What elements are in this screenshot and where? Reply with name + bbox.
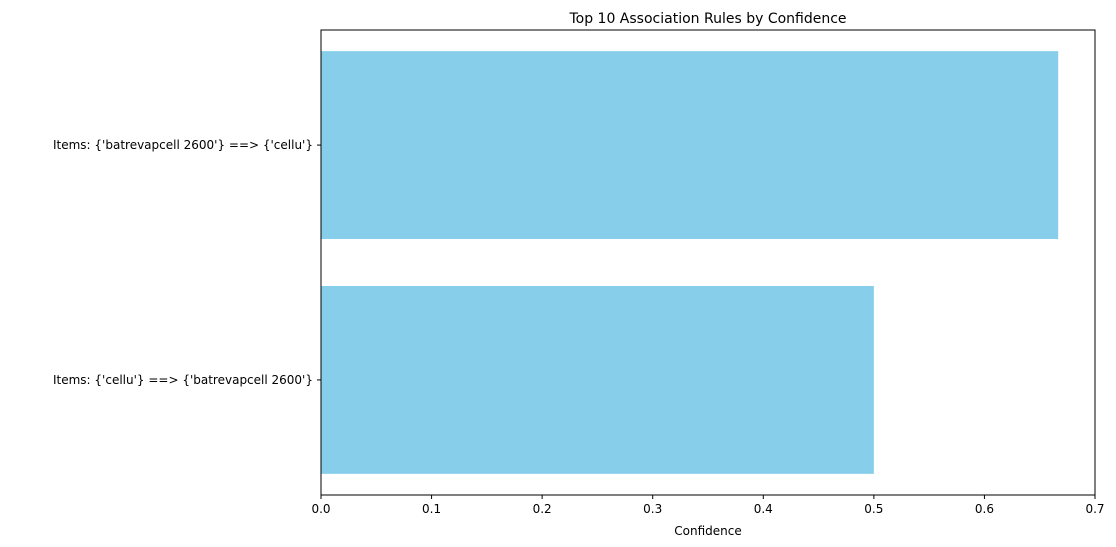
y-tick-label: Items: {'cellu'} ==> {'batrevapcell 2600…	[53, 373, 313, 387]
x-tick-label: 0.0	[311, 502, 330, 516]
x-tick-label: 0.7	[1085, 502, 1104, 516]
bars-group	[321, 51, 1059, 474]
bar	[321, 285, 874, 474]
x-axis-label: Confidence	[674, 524, 741, 538]
x-tick-label: 0.1	[422, 502, 441, 516]
x-tick-label: 0.2	[533, 502, 552, 516]
x-tick-label: 0.4	[754, 502, 773, 516]
chart-title: Top 10 Association Rules by Confidence	[568, 11, 846, 27]
y-ticks-group: Items: {'batrevapcell 2600'} ==> {'cellu…	[53, 138, 321, 387]
bar	[321, 51, 1059, 240]
x-tick-label: 0.5	[864, 502, 883, 516]
x-tick-label: 0.6	[975, 502, 994, 516]
plot-frame	[320, 29, 1096, 496]
y-tick-label: Items: {'batrevapcell 2600'} ==> {'cellu…	[53, 138, 313, 152]
x-ticks-group: 0.0 0.1 0.2 0.3 0.4 0.5 0.6 0.7	[311, 495, 1105, 516]
x-tick-label: 0.3	[643, 502, 662, 516]
